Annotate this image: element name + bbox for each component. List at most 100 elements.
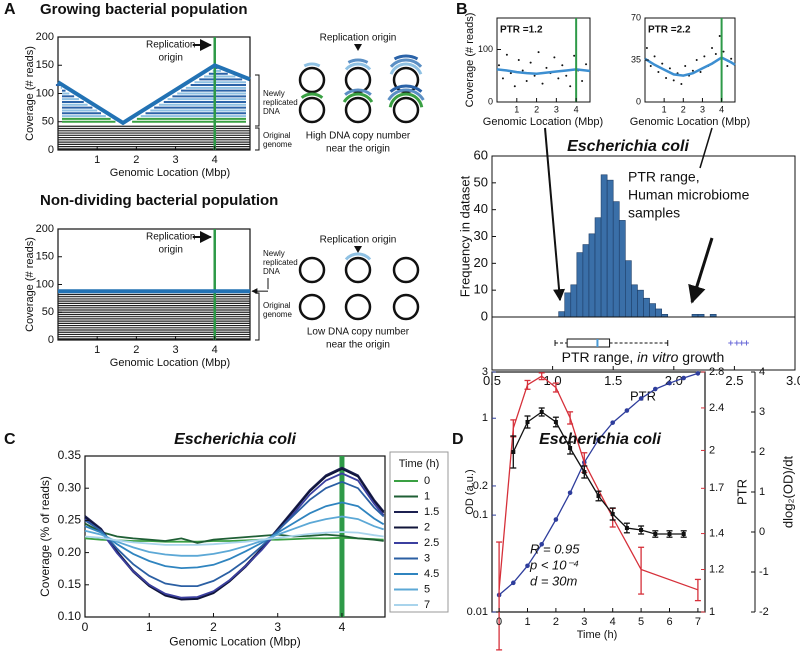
point: [565, 74, 568, 77]
replication-arc: [342, 92, 374, 103]
point: [568, 446, 573, 450]
bar: [558, 311, 566, 318]
side-label: genome: [263, 310, 292, 319]
series-line: [84, 536, 384, 543]
point: [553, 517, 559, 522]
point: [505, 53, 508, 56]
side-label: genome: [263, 140, 292, 149]
point: [539, 541, 544, 547]
diagram-label: Replication origin: [320, 235, 397, 246]
point: [517, 59, 520, 61]
x-tick-label: 1: [514, 104, 519, 114]
y-tick-label: -2: [759, 606, 769, 618]
y-tick-label: 100: [36, 278, 54, 290]
chart-title: Escherichia coli: [174, 431, 296, 448]
box: [566, 338, 611, 348]
series-line: [498, 375, 699, 591]
origin-pointer: [354, 246, 362, 253]
x-tick-label: 4: [574, 104, 579, 114]
origin-label: Replication: [146, 40, 195, 51]
chromosome: [392, 293, 420, 321]
replication-arc: [387, 88, 425, 101]
x-axis-label: Genomic Location (Mbp): [483, 116, 603, 128]
y-axis-label: Coverage (# reads): [464, 13, 476, 108]
range-label: Human microbiome: [628, 187, 750, 203]
x-tick-label: 3: [554, 104, 559, 114]
bracket: [255, 74, 260, 127]
point: [596, 494, 601, 498]
legend-label: 7: [424, 599, 430, 611]
chromosome: [344, 293, 372, 321]
y-axis-label: Frequency in dataset: [457, 175, 472, 297]
side-label: Original: [263, 301, 291, 310]
chromosome: [298, 293, 326, 321]
side-label: replicated: [263, 98, 298, 107]
chart-title: Growing bacterial population: [40, 1, 248, 18]
point: [501, 77, 504, 80]
y-axis-label: Coverage (# reads): [24, 46, 36, 141]
legend-label: 5: [424, 583, 430, 595]
y-tick-label: 2.4: [709, 402, 724, 414]
point: [525, 80, 528, 82]
y-tick-label: 0: [481, 308, 488, 323]
chromosome: [344, 96, 372, 124]
replication-arc: [389, 84, 423, 93]
y-tick-label: 0.10: [58, 609, 82, 623]
x-tick-label: 2: [133, 154, 139, 166]
stats-label: R = 0.95: [530, 541, 580, 556]
flier: [739, 340, 745, 346]
point: [581, 80, 584, 82]
x-tick-label: 3: [172, 344, 178, 356]
point: [513, 85, 516, 88]
point: [653, 55, 656, 58]
plot-annotation: PTR =1.2: [500, 25, 543, 36]
y2-axis-label: PTR: [734, 479, 749, 505]
y3-axis-label: dlog₂(OD)/dt: [780, 456, 795, 529]
series-line: [84, 472, 385, 599]
y-tick-label: 2: [709, 444, 715, 456]
point: [711, 47, 714, 49]
point: [691, 69, 694, 72]
series-line: [84, 531, 384, 546]
legend-label: 0: [424, 475, 430, 487]
side-label: Original: [263, 131, 291, 140]
bar: [625, 260, 632, 318]
arrow: [544, 127, 566, 302]
replication-arc: [389, 62, 423, 75]
y-tick-label: 3: [482, 366, 488, 378]
panel-label: B: [456, 1, 468, 18]
legend-box: [389, 451, 449, 613]
y-tick-label: 50: [474, 174, 488, 189]
legend-label: 3: [424, 552, 430, 564]
point: [573, 54, 576, 57]
y-tick-label: 0.2: [473, 480, 488, 492]
y-axis-label: Coverage (% of reads): [38, 476, 52, 597]
x-tick-label: 3: [172, 154, 178, 166]
trend-line: [644, 56, 736, 77]
x-tick-label: 2: [133, 344, 139, 356]
plot-annotation: PTR =2.2: [648, 25, 691, 36]
y-tick-label: 0.30: [58, 480, 82, 494]
y-tick-label: 0: [636, 96, 641, 106]
series-line: [84, 522, 384, 544]
point: [569, 85, 572, 88]
bar: [649, 303, 656, 318]
replication-arc: [344, 88, 372, 96]
side-label: Newly: [263, 249, 285, 258]
chromosome: [392, 256, 420, 284]
point: [653, 532, 658, 536]
legend-label: 1.5: [424, 506, 439, 518]
y-tick-label: 1.7: [709, 482, 724, 494]
x-tick-label: 4: [212, 344, 218, 356]
x-tick-label: 0: [496, 616, 502, 628]
series-line: [84, 515, 384, 557]
x-tick-label: 2.5: [725, 373, 743, 388]
bar: [612, 201, 620, 318]
plot-frame: [496, 17, 591, 103]
y-tick-label: 20: [474, 255, 488, 270]
x-tick-label: 0: [82, 620, 89, 634]
diagram-caption: High DNA copy number: [306, 131, 411, 142]
point: [657, 71, 660, 73]
point: [653, 386, 658, 392]
bracket: [255, 127, 260, 151]
